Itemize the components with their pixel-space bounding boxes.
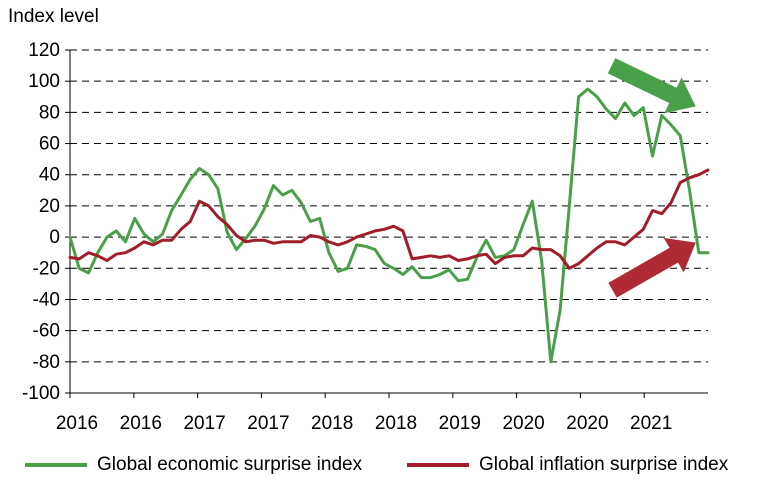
x-tick-label: 2018	[311, 413, 353, 434]
x-tick-label: 2016	[56, 413, 98, 434]
x-tick-label: 2020	[502, 413, 544, 434]
x-tick-label: 2020	[566, 413, 608, 434]
y-tick-label: -80	[33, 352, 60, 373]
y-tick-label: 80	[39, 102, 60, 123]
y-tick-label: 20	[39, 196, 60, 217]
x-tick-label: 2018	[375, 413, 417, 434]
y-tick-label: -20	[33, 258, 60, 279]
y-axis: -100 -80 -60 -40 -20 0 20 40 60 80 100 120	[22, 40, 708, 404]
chart: Index level -100 -80 -60 -40 -20 0 20 40 60 80 100…	[8, 6, 710, 434]
y-tick-label: 60	[39, 134, 60, 155]
y-tick-label: 0	[49, 227, 60, 248]
trend-arrows	[607, 58, 696, 298]
series-line-inflation	[68, 168, 710, 270]
x-tick-label: 2017	[183, 413, 225, 434]
y-tick-label: -100	[22, 383, 60, 404]
y-tick-label: 40	[39, 165, 60, 186]
y-tick-label: -60	[33, 321, 60, 342]
legend-label-economic: Global economic surprise index	[97, 454, 363, 475]
x-axis: 2016 2016 2017 2017 2018 2018 2019 2020 2020 2021	[56, 393, 672, 434]
legend: Global economic surprise index Global in…	[0, 448, 782, 482]
y-axis-title: Index level	[8, 6, 99, 27]
x-tick-label: 2021	[630, 413, 672, 434]
legend-item-economic: Global economic surprise index	[25, 448, 362, 482]
x-tick-label: 2019	[439, 413, 481, 434]
up-trend-arrow	[608, 237, 696, 298]
x-tick-label: 2017	[247, 413, 289, 434]
down-trend-arrow	[607, 58, 696, 114]
series-lines	[68, 87, 710, 364]
x-tick-label: 2016	[120, 413, 162, 434]
gridlines	[70, 49, 708, 363]
legend-swatch-economic	[25, 463, 87, 467]
y-tick-label: 100	[28, 71, 60, 92]
series-line-economic	[68, 87, 710, 364]
legend-swatch-inflation	[407, 463, 469, 467]
y-tick-label: -40	[33, 289, 60, 310]
legend-label-inflation: Global inflation surprise index	[479, 454, 729, 475]
legend-item-inflation: Global inflation surprise index	[407, 448, 728, 482]
y-tick-label: 120	[28, 40, 60, 61]
